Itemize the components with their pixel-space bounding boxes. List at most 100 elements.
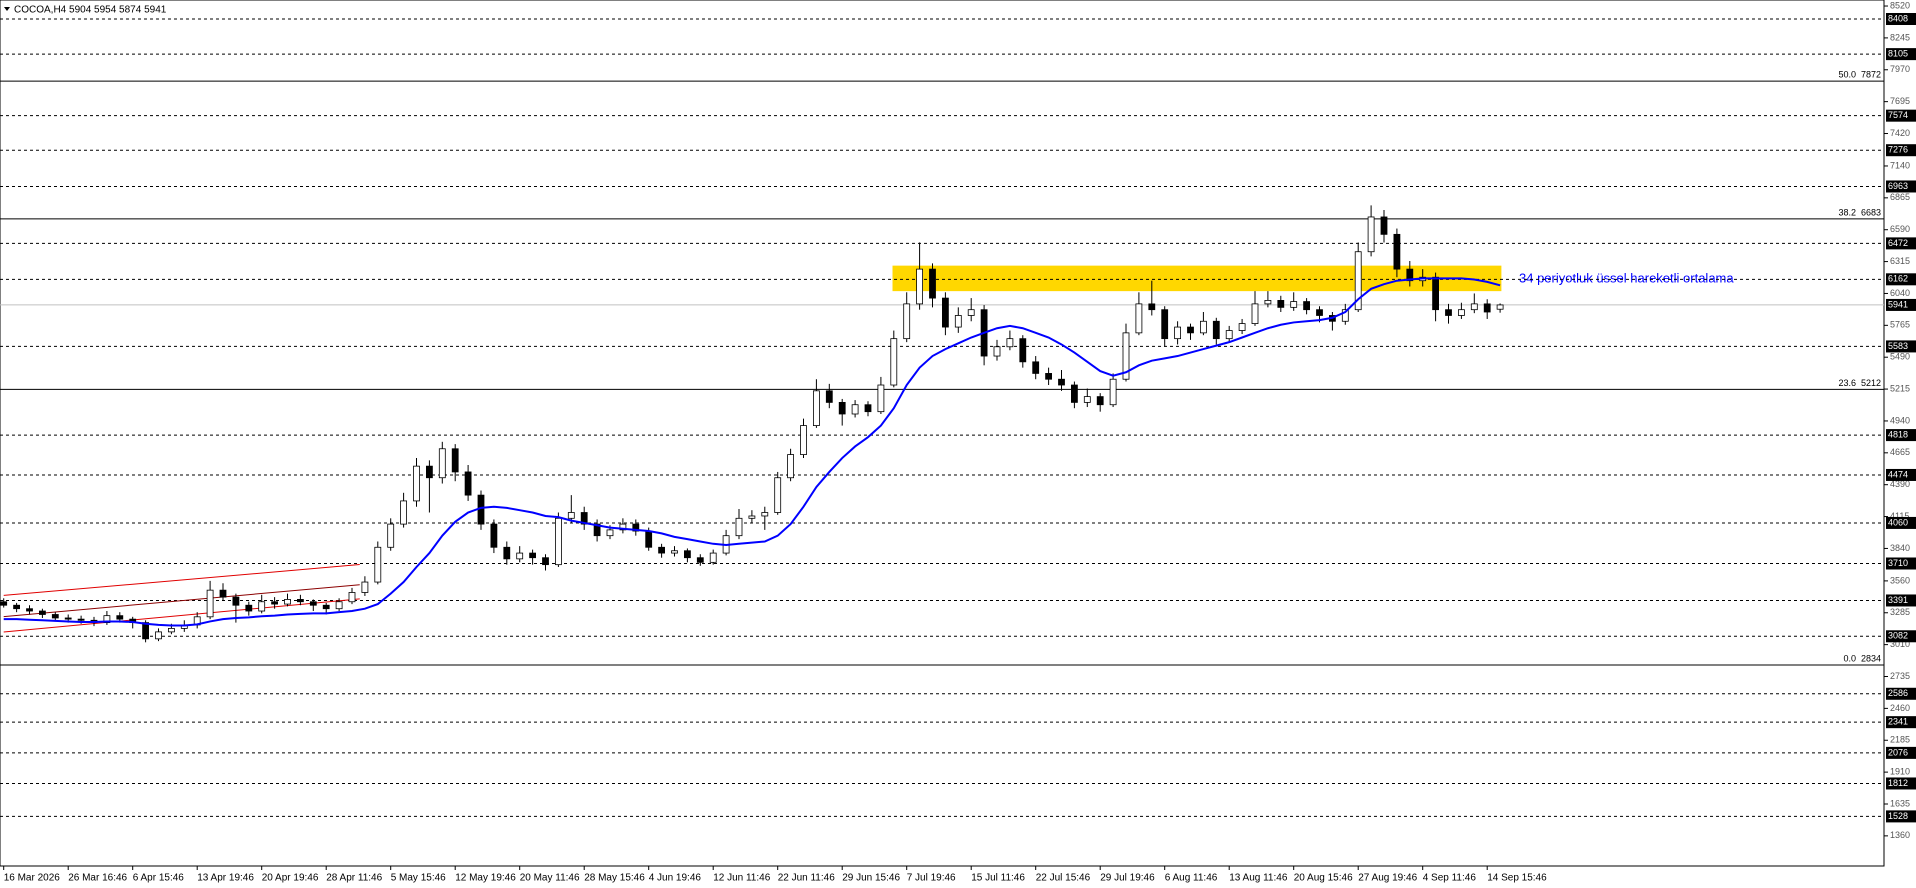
candle-body xyxy=(851,404,859,415)
y-tick-label: 2460 xyxy=(1890,703,1910,713)
candle-body xyxy=(348,592,356,603)
candle-body xyxy=(258,601,266,612)
level-box xyxy=(1886,340,1916,353)
level-label: 2341 xyxy=(1888,717,1908,727)
y-tick-label: 3010 xyxy=(1890,639,1910,649)
candle-body xyxy=(1122,332,1130,380)
x-tick-label: 29 Jun 15:46 xyxy=(842,873,900,884)
candle-body xyxy=(954,315,962,328)
candle-body xyxy=(13,604,21,610)
level-box xyxy=(1886,180,1916,193)
y-tick-label: 5490 xyxy=(1890,352,1910,362)
x-tick-label: 15 Jul 11:46 xyxy=(971,873,1025,884)
y-tick-label: 6315 xyxy=(1890,256,1910,266)
candle-body xyxy=(813,390,820,426)
fib-ratio: 0.0 xyxy=(1843,653,1856,663)
candle-body xyxy=(877,384,885,413)
y-tick-label: 6590 xyxy=(1890,224,1910,234)
candle-body xyxy=(1161,309,1169,340)
candle-body xyxy=(335,601,343,610)
candle-body xyxy=(606,529,614,537)
candle-body xyxy=(761,512,769,517)
last-price-label: 5941 xyxy=(1888,299,1908,309)
candle-body xyxy=(903,303,911,340)
level-label: 7276 xyxy=(1888,145,1908,155)
candle-body xyxy=(1264,300,1272,305)
level-box xyxy=(1886,516,1916,529)
channel-line xyxy=(3,564,360,596)
x-tick-label: 16 Mar 2026 xyxy=(4,873,61,884)
x-tick-label: 22 Jul 15:46 xyxy=(1036,873,1091,884)
candle-body xyxy=(1380,216,1388,235)
candle-body xyxy=(309,601,317,606)
candle-body xyxy=(645,530,653,548)
y-tick-label: 4665 xyxy=(1890,447,1910,457)
y-tick-label: 3840 xyxy=(1890,543,1910,553)
candle-body xyxy=(838,402,846,415)
candle-body xyxy=(1148,303,1156,311)
candle-body xyxy=(1303,301,1310,311)
y-tick-label: 7420 xyxy=(1890,128,1910,138)
y-tick-label: 6040 xyxy=(1890,288,1910,298)
y-tick-label: 7140 xyxy=(1890,160,1910,170)
x-tick-label: 12 Jun 11:46 xyxy=(713,873,771,884)
y-tick-label: 2185 xyxy=(1890,735,1910,745)
candle-body xyxy=(1212,320,1220,340)
x-tick-label: 22 Jun 11:46 xyxy=(778,873,836,884)
candle-body xyxy=(567,512,575,519)
candle-body xyxy=(451,448,459,473)
candle-body xyxy=(1354,251,1362,311)
candle-body xyxy=(709,552,717,563)
ema-annotation: 34 periyotluk üssel hareketli ortalama xyxy=(1519,270,1734,285)
candle-body xyxy=(296,599,304,603)
x-tick-label: 4 Sep 11:46 xyxy=(1423,873,1477,884)
level-label: 3710 xyxy=(1888,558,1908,568)
candle-body xyxy=(490,523,498,548)
candle-body xyxy=(413,465,420,502)
candle-body xyxy=(245,604,253,612)
fib-ratio: 50.0 xyxy=(1838,70,1856,80)
level-label: 3082 xyxy=(1888,631,1908,641)
level-box xyxy=(1886,777,1916,790)
candle-body xyxy=(696,557,704,563)
candle-body xyxy=(64,617,72,620)
candle-body xyxy=(0,601,8,606)
candle-body xyxy=(1174,326,1181,340)
candle-body xyxy=(825,390,833,403)
level-label: 4474 xyxy=(1888,469,1908,479)
level-box xyxy=(1886,630,1916,643)
candle-body xyxy=(155,631,162,640)
candle-body xyxy=(555,517,562,566)
x-tick-label: 14 Sep 15:46 xyxy=(1487,873,1547,884)
candle-body xyxy=(1445,309,1452,316)
candle-body xyxy=(1406,268,1414,282)
candle-body xyxy=(116,615,124,620)
candle-body xyxy=(1045,373,1052,380)
level-box xyxy=(1886,13,1916,26)
candle-body xyxy=(632,523,640,532)
x-tick-label: 5 May 15:46 xyxy=(391,873,446,884)
level-label: 1812 xyxy=(1888,778,1908,788)
y-tick-label: 3560 xyxy=(1890,575,1910,585)
candle-body xyxy=(916,268,923,305)
candle-body xyxy=(1432,276,1439,311)
level-box xyxy=(1886,237,1916,250)
x-tick-label: 20 Aug 15:46 xyxy=(1294,873,1353,884)
level-box xyxy=(1886,109,1916,122)
candle-body xyxy=(103,615,111,624)
candle-body xyxy=(1238,323,1246,331)
level-box xyxy=(1886,557,1916,570)
candle-body xyxy=(438,448,446,479)
level-label: 4818 xyxy=(1888,429,1908,439)
candle-body xyxy=(271,601,279,605)
level-box xyxy=(1886,429,1916,442)
candle-body xyxy=(206,589,214,618)
fib-ratio: 23.6 xyxy=(1838,378,1856,388)
candle-body xyxy=(1316,309,1323,316)
candle-body xyxy=(1058,378,1065,386)
candle-body xyxy=(1006,338,1014,348)
candle-body xyxy=(593,523,601,537)
candle-body xyxy=(361,581,369,593)
level-box xyxy=(1886,468,1916,481)
candle-body xyxy=(774,477,782,513)
